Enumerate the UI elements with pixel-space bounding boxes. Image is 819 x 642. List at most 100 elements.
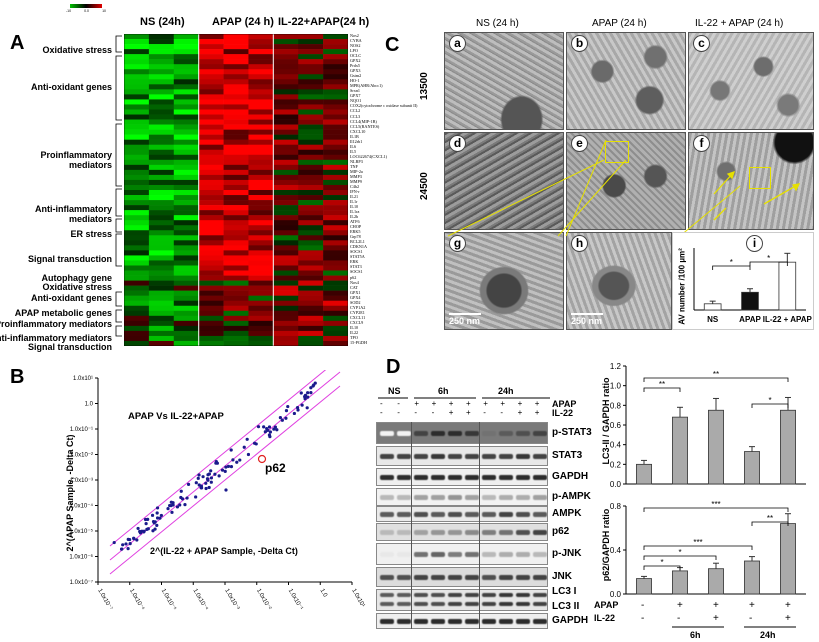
- heatmap-cell: [248, 54, 274, 60]
- heatmap-cell: [248, 64, 274, 70]
- heatmap-cell: [173, 335, 199, 342]
- wb-band: [380, 495, 394, 500]
- heatmap-cell: [223, 149, 249, 156]
- heatmap-gene-label: CXCL10: [350, 128, 366, 134]
- heatmap-cell: [298, 184, 324, 191]
- wb-band: [448, 602, 462, 606]
- scatter-point: [166, 507, 170, 511]
- heatmap-cell: [173, 195, 199, 201]
- heatmap-gene-label: Gstm2: [350, 73, 362, 79]
- heatmap-cell: [298, 295, 324, 302]
- heatmap-gene-label: CYP2E1: [350, 309, 365, 315]
- heatmap-cell: [173, 114, 199, 120]
- wb-apap-sign: -: [397, 399, 400, 408]
- heatmap-cell: [148, 210, 175, 216]
- scatter-xtick-label: 1.0x10⁻²: [255, 588, 272, 611]
- em-col-apap: APAP (24 h): [592, 18, 647, 29]
- heatmap-cell: [248, 99, 274, 105]
- heatmap-gene-label: SOCS1: [350, 269, 363, 275]
- heatmap-cell: [124, 280, 150, 286]
- heatmap-cell: [198, 54, 224, 60]
- heatmap-cell: [148, 295, 175, 302]
- heatmap-cell: [323, 285, 348, 291]
- chart-xaxis-brackets: [672, 626, 796, 628]
- scatter-point: [155, 511, 159, 515]
- heatmap-cell: [323, 94, 348, 100]
- chart-xaxis-il22-sign: -: [677, 613, 681, 624]
- av-chart-ylabel-text: AV number /100 µm²: [677, 248, 687, 325]
- heatmap-cell: [223, 265, 249, 271]
- legend-high: 10: [102, 9, 106, 13]
- heatmap-cell: [298, 250, 324, 256]
- heatmap-cell: [273, 159, 299, 166]
- heatmap-cell: [248, 84, 274, 90]
- scatter-point: [262, 425, 266, 429]
- heatmap-cell: [148, 255, 175, 261]
- scatter-point: [220, 468, 225, 472]
- wb-band: [465, 552, 479, 557]
- wb-band: [431, 602, 445, 606]
- heatmap-cell: [248, 330, 274, 337]
- em-tag-d: d: [449, 135, 466, 152]
- heatmap-gene-label: STAT3: [350, 264, 362, 270]
- heatmap-cell: [298, 195, 324, 201]
- heatmap-cell: [124, 34, 150, 40]
- chart-bar: [672, 570, 688, 595]
- em-zoom-box-e: [605, 141, 629, 163]
- heatmap-gene-label: TNF: [350, 163, 358, 169]
- scatter-point: [284, 416, 288, 420]
- heatmap-cell: [173, 305, 199, 312]
- heatmap-cell: [124, 174, 150, 181]
- heatmap-cell: [273, 245, 299, 251]
- chart-bar: [780, 523, 796, 595]
- wb-strip: [376, 468, 548, 486]
- scatter-xtick-label: 1.0: [319, 588, 329, 599]
- scatter-point: [150, 513, 155, 517]
- wb-band: [397, 552, 411, 557]
- scatter-point: [155, 523, 159, 527]
- heatmap-cell: [323, 190, 348, 196]
- heatmap-cell: [173, 235, 199, 241]
- scatter-point: [254, 442, 258, 446]
- scatter-xtick-label: 1.0x10¹: [350, 588, 365, 608]
- scatter-point: [128, 542, 132, 546]
- p62-ratio-chart: 0.00.40.8 **********: [610, 500, 806, 599]
- scatter-point: [126, 537, 130, 541]
- heatmap-cell: [124, 149, 150, 156]
- wb-band: [431, 454, 445, 459]
- heatmap-gene-label: NOS2: [350, 43, 361, 49]
- heatmap-gene-label: NQO1: [350, 98, 362, 104]
- scatter-point: [296, 408, 300, 412]
- heatmap-cell: [198, 94, 224, 100]
- wb-band: [499, 552, 513, 557]
- wb-band: [516, 619, 530, 624]
- heatmap-cell: [323, 49, 348, 55]
- heatmap-cell: [198, 49, 224, 55]
- heatmap-cell: [273, 260, 299, 266]
- heatmap-cell: [223, 275, 249, 281]
- heatmap-cell: [124, 159, 150, 166]
- wb-band: [448, 475, 462, 480]
- heatmap-cell: [273, 104, 299, 110]
- heatmap-cell: [248, 220, 274, 226]
- wb-band: [482, 495, 496, 500]
- heatmap-cell: [148, 200, 175, 206]
- heatmap-cell: [273, 139, 299, 146]
- heatmap-cell: [298, 340, 324, 346]
- heatmap-cell: [173, 109, 199, 115]
- wb-band: [414, 512, 428, 517]
- heatmap-cell: [223, 240, 249, 246]
- heatmap-cell: [273, 179, 299, 186]
- chart-ytick-label: 0.6: [610, 421, 622, 430]
- wb-il22-sign: +: [517, 408, 523, 417]
- wb-strip: [376, 422, 548, 444]
- wb-band: [414, 619, 428, 624]
- wb-strip: [376, 589, 548, 611]
- heatmap-cell: [124, 320, 150, 327]
- chart-significance-bracket: [643, 387, 681, 392]
- wb-label: LC3 I: [552, 586, 577, 597]
- heatmap-cell: [273, 250, 299, 256]
- heatmap-cell: [148, 315, 175, 322]
- heatmap-cell: [148, 225, 175, 231]
- scatter-point: [199, 486, 204, 490]
